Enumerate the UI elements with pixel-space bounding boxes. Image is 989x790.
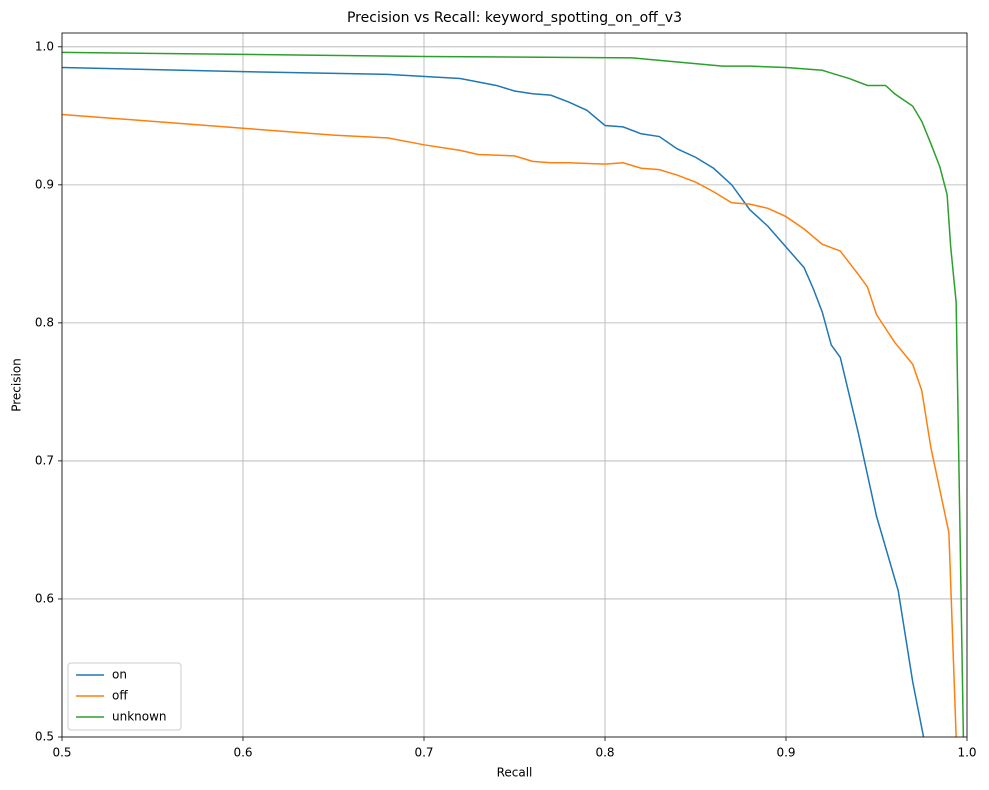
chart-title: Precision vs Recall: keyword_spotting_on… xyxy=(347,10,682,26)
x-tick-label: 1.0 xyxy=(957,746,976,760)
x-tick-label: 0.7 xyxy=(414,746,433,760)
x-tick-label: 0.9 xyxy=(776,746,795,760)
legend-label: off xyxy=(112,689,128,703)
legend: on off unknown xyxy=(67,662,182,731)
series-line xyxy=(62,51,965,737)
x-tick-label: 0.5 xyxy=(52,746,71,760)
plot-frame xyxy=(61,32,968,738)
y-tick-label: 0.5 xyxy=(35,730,54,744)
series-line xyxy=(62,66,925,737)
plot-lines xyxy=(62,51,965,737)
y-tick-label: 1.0 xyxy=(35,39,54,53)
x-tick-label: 0.8 xyxy=(595,746,614,760)
legend-box xyxy=(67,662,182,731)
y-tick-label: 0.7 xyxy=(35,453,54,467)
legend-label: on xyxy=(112,668,127,682)
y-axis-label: Precision xyxy=(10,358,24,412)
x-axis-label: Recall xyxy=(497,766,533,780)
y-tick-label: 0.6 xyxy=(35,591,54,605)
y-tick-label: 0.8 xyxy=(35,315,54,329)
series-line xyxy=(62,113,957,737)
y-tick-label: 0.9 xyxy=(35,177,54,191)
legend-label: unknown xyxy=(112,710,167,724)
x-tick-label: 0.6 xyxy=(233,746,252,760)
